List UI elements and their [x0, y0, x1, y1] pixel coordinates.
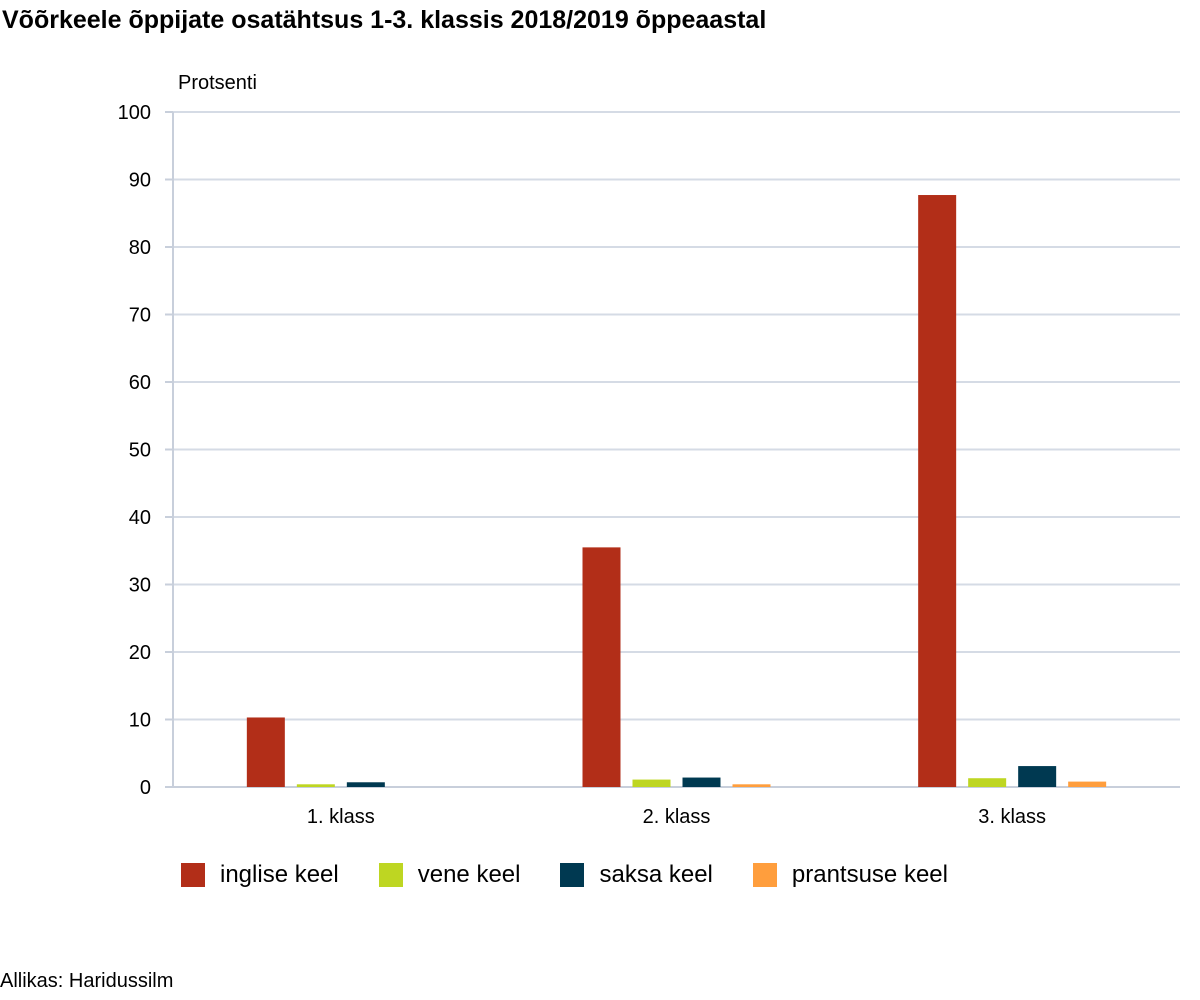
y-tick-label: 0: [140, 777, 151, 799]
gridlines: [173, 111, 1180, 721]
legend-label: vene keel: [417, 861, 521, 888]
legend-item: vene keel: [378, 861, 521, 889]
bar-chart: 0 10 20 30 40 50 60 70 80 90 100 1. klass 2. klass 3…: [118, 102, 1180, 828]
legend-item: saksa keel: [560, 861, 713, 889]
y-tick-label: 20: [129, 642, 151, 664]
legend-item: inglise keel: [181, 861, 339, 889]
y-tick-label: 80: [129, 237, 151, 259]
bar-vene-keel-3: [968, 778, 1007, 787]
y-tick-label: 40: [129, 507, 151, 529]
bar-saksa-keel-1: [346, 782, 385, 787]
y-tick-label: 60: [129, 372, 151, 394]
y-tick-label: 90: [129, 170, 151, 192]
x-category-label: 2. klass: [643, 806, 711, 828]
y-tick-label: 70: [129, 305, 151, 327]
y-axis-label: Protsenti: [178, 72, 257, 94]
legend-swatch: [560, 863, 585, 887]
bar-inglise-keel-2: [582, 547, 621, 787]
bar-inglise-keel-3: [918, 195, 957, 787]
y-tick-label: 30: [129, 575, 151, 597]
y-tick-label: 100: [118, 102, 151, 124]
legend-swatch: [378, 863, 403, 887]
y-tick-label: 10: [129, 710, 151, 732]
bar-inglise-keel-1: [246, 717, 285, 787]
legend-label: inglise keel: [220, 861, 339, 888]
legend: inglise keel vene keel saksa keel prantsuse…: [181, 861, 988, 889]
x-category-label: 3. klass: [978, 806, 1046, 828]
bar-saksa-keel-3: [1018, 766, 1057, 787]
bar-saksa-keel-2: [682, 777, 721, 787]
legend-swatch: [752, 863, 777, 887]
legend-label: prantsuse keel: [791, 861, 948, 888]
bar-vene-keel-2: [632, 779, 671, 787]
bars: [246, 195, 1107, 787]
bar-prantsuse-keel-3: [1068, 781, 1107, 787]
source-note: Allikas: Haridussilm: [0, 970, 174, 992]
x-category-labels: 1. klass 2. klass 3. klass: [307, 806, 1046, 828]
chart-title: Võõrkeele õppijate osatähtsus 1-3. klass…: [2, 6, 767, 34]
legend-swatch: [181, 863, 205, 887]
y-tick-labels: 0 10 20 30 40 50 60 70 80 90 100: [118, 102, 151, 799]
bar-prantsuse-keel-2: [732, 784, 771, 787]
legend-label: saksa keel: [599, 861, 713, 888]
legend-item: prantsuse keel: [752, 861, 948, 889]
y-tick-label: 50: [129, 440, 151, 462]
bar-vene-keel-1: [296, 784, 335, 787]
x-category-label: 1. klass: [307, 806, 375, 828]
